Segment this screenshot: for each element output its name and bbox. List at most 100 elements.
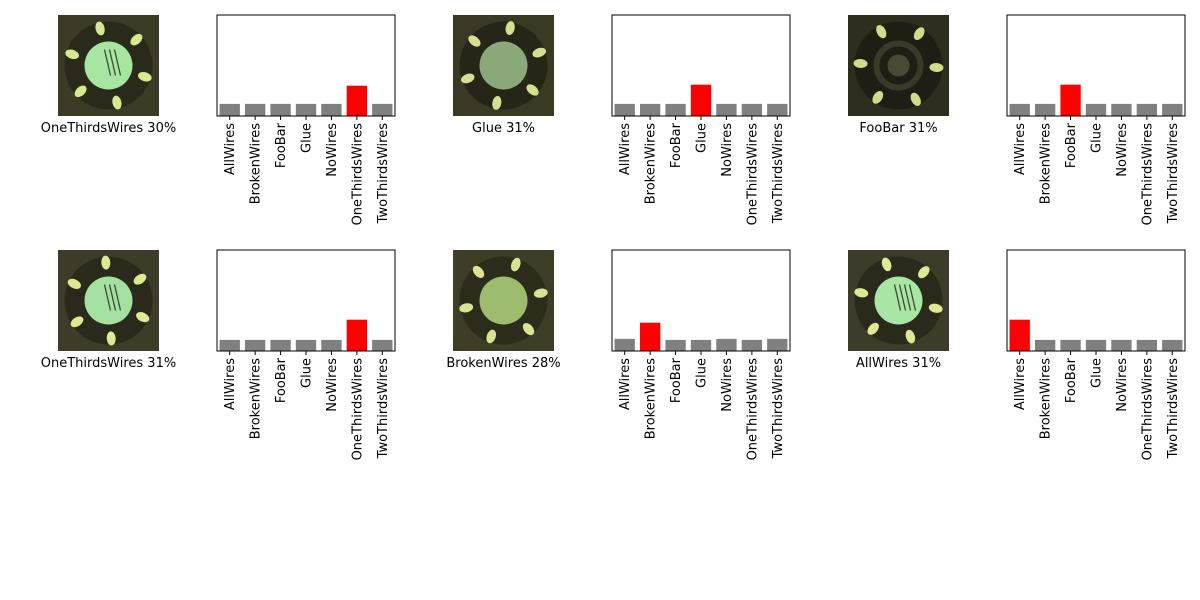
x-tick-label: BrokenWires — [1039, 123, 1054, 204]
thumbnail-tab — [881, 257, 892, 272]
bar-TwoThirdsWires — [372, 339, 393, 351]
bar-FooBar — [665, 103, 686, 116]
x-tick-label: OneThirdsWires — [1140, 123, 1155, 226]
thumbnail-tab — [136, 312, 150, 323]
thumbnail-tab — [95, 21, 105, 36]
x-tick-label: BrokenWires — [249, 358, 264, 439]
thumbnail-tab — [928, 303, 943, 313]
x-tick-label: TwoThirdsWires — [1166, 123, 1181, 225]
thumbnail-tab — [505, 21, 515, 36]
bar-OneThirdsWires — [741, 103, 763, 116]
axes-frame — [216, 14, 396, 117]
panel-2: Glue 31% AllWires BrokenWires FooBar Glue NoW… — [453, 14, 791, 226]
prediction-caption: OneThirdsWires 31% — [41, 356, 176, 371]
x-tick-label: TwoThirdsWires — [376, 358, 391, 460]
class-probability-chart: AllWires BrokenWires FooBar Glue NoWires OneT… — [611, 249, 791, 461]
bar-TwoThirdsWires — [372, 103, 393, 116]
x-tick-label: TwoThirdsWires — [771, 123, 786, 225]
x-tick-label: BrokenWires — [644, 358, 659, 439]
x-tick-label: FooBar — [1064, 357, 1079, 403]
bar-Glue — [690, 339, 712, 351]
thumbnail-center — [479, 41, 528, 90]
bar-Glue — [295, 103, 317, 116]
bar-AllWires — [219, 339, 240, 351]
sample-thumbnail — [58, 15, 159, 116]
class-probability-chart: AllWires BrokenWires FooBar Glue NoWires OneT… — [216, 14, 396, 226]
x-tick-label: Glue — [1090, 358, 1105, 388]
bar-FooBar — [270, 339, 291, 351]
thumbnail-tab — [65, 49, 80, 60]
thumbnail-tab — [532, 47, 546, 58]
thumbnail-tab — [492, 95, 502, 110]
bar-AllWires — [1009, 103, 1030, 116]
bar-TwoThirdsWires — [1162, 103, 1183, 116]
x-tick-label: AllWires — [1013, 358, 1028, 410]
class-probability-chart: AllWires BrokenWires FooBar Glue NoWires OneT… — [216, 249, 396, 460]
thumbnail-tab — [459, 303, 474, 313]
thumbnail-center — [887, 54, 910, 77]
thumbnail-tab — [468, 35, 481, 47]
thumbnail-wire — [893, 284, 902, 311]
bar-BrokenWires — [639, 103, 661, 116]
sample-thumbnail — [848, 250, 949, 351]
x-tick-label: OneThirdsWires — [350, 123, 365, 226]
bar-AllWires — [219, 103, 240, 116]
bar-AllWires — [614, 338, 635, 351]
thumbnail-tab — [472, 265, 485, 278]
thumbnail-tab — [106, 331, 116, 346]
sample-thumbnail — [453, 250, 554, 351]
bar-FooBar — [1060, 84, 1081, 116]
bar-BrokenWires — [244, 339, 266, 351]
thumbnail-wire — [103, 284, 112, 311]
thumbnail-tab — [486, 329, 497, 344]
thumbnail-wire — [903, 284, 912, 311]
x-tick-label: TwoThirdsWires — [771, 358, 786, 460]
axes-frame — [216, 249, 396, 352]
bar-AllWires — [1009, 319, 1030, 351]
bar-NoWires — [321, 339, 342, 351]
x-tick-label: NoWires — [1115, 358, 1130, 412]
bar-BrokenWires — [639, 322, 661, 351]
thumbnail-wire — [898, 284, 907, 311]
prediction-caption: AllWires 31% — [856, 356, 941, 371]
bar-NoWires — [1111, 103, 1132, 116]
bar-FooBar — [1060, 339, 1081, 351]
x-tick-label: AllWires — [618, 358, 633, 410]
bar-Glue — [295, 339, 317, 351]
bar-TwoThirdsWires — [1162, 339, 1183, 351]
thumbnail-wire — [113, 284, 122, 311]
thumbnail-tab — [133, 273, 147, 285]
x-tick-label: Glue — [695, 358, 710, 388]
bar-OneThirdsWires — [346, 319, 368, 351]
thumbnail-tab — [461, 73, 475, 84]
bar-OneThirdsWires — [741, 339, 763, 351]
axes-frame — [1006, 14, 1186, 117]
x-tick-label: AllWires — [223, 358, 238, 410]
thumbnail-tab — [526, 84, 539, 96]
thumbnail-tab — [70, 316, 84, 328]
prediction-caption: BrokenWires 28% — [446, 356, 560, 371]
x-tick-label: TwoThirdsWires — [1166, 358, 1181, 460]
bar-FooBar — [270, 103, 291, 116]
class-probability-chart: AllWires BrokenWires FooBar Glue NoWires OneT… — [611, 14, 791, 226]
sample-thumbnail — [453, 15, 554, 116]
x-tick-label: AllWires — [1013, 123, 1028, 175]
thumbnail-tab — [913, 27, 925, 41]
x-tick-label: NoWires — [1115, 123, 1130, 177]
bar-BrokenWires — [1034, 339, 1056, 351]
x-tick-label: OneThirdsWires — [745, 123, 760, 226]
bar-NoWires — [321, 103, 342, 116]
bar-TwoThirdsWires — [767, 338, 788, 351]
bar-Glue — [1085, 103, 1107, 116]
bar-TwoThirdsWires — [767, 103, 788, 116]
axes-frame — [611, 249, 791, 352]
axes-frame — [1006, 249, 1186, 352]
bar-OneThirdsWires — [1136, 339, 1158, 351]
bar-FooBar — [665, 339, 686, 351]
thumbnail-tab — [112, 95, 122, 110]
bar-NoWires — [716, 103, 737, 116]
bar-BrokenWires — [244, 103, 266, 116]
x-tick-label: FooBar — [274, 357, 289, 403]
x-tick-label: Glue — [1090, 123, 1105, 153]
x-tick-label: OneThirdsWires — [745, 358, 760, 461]
